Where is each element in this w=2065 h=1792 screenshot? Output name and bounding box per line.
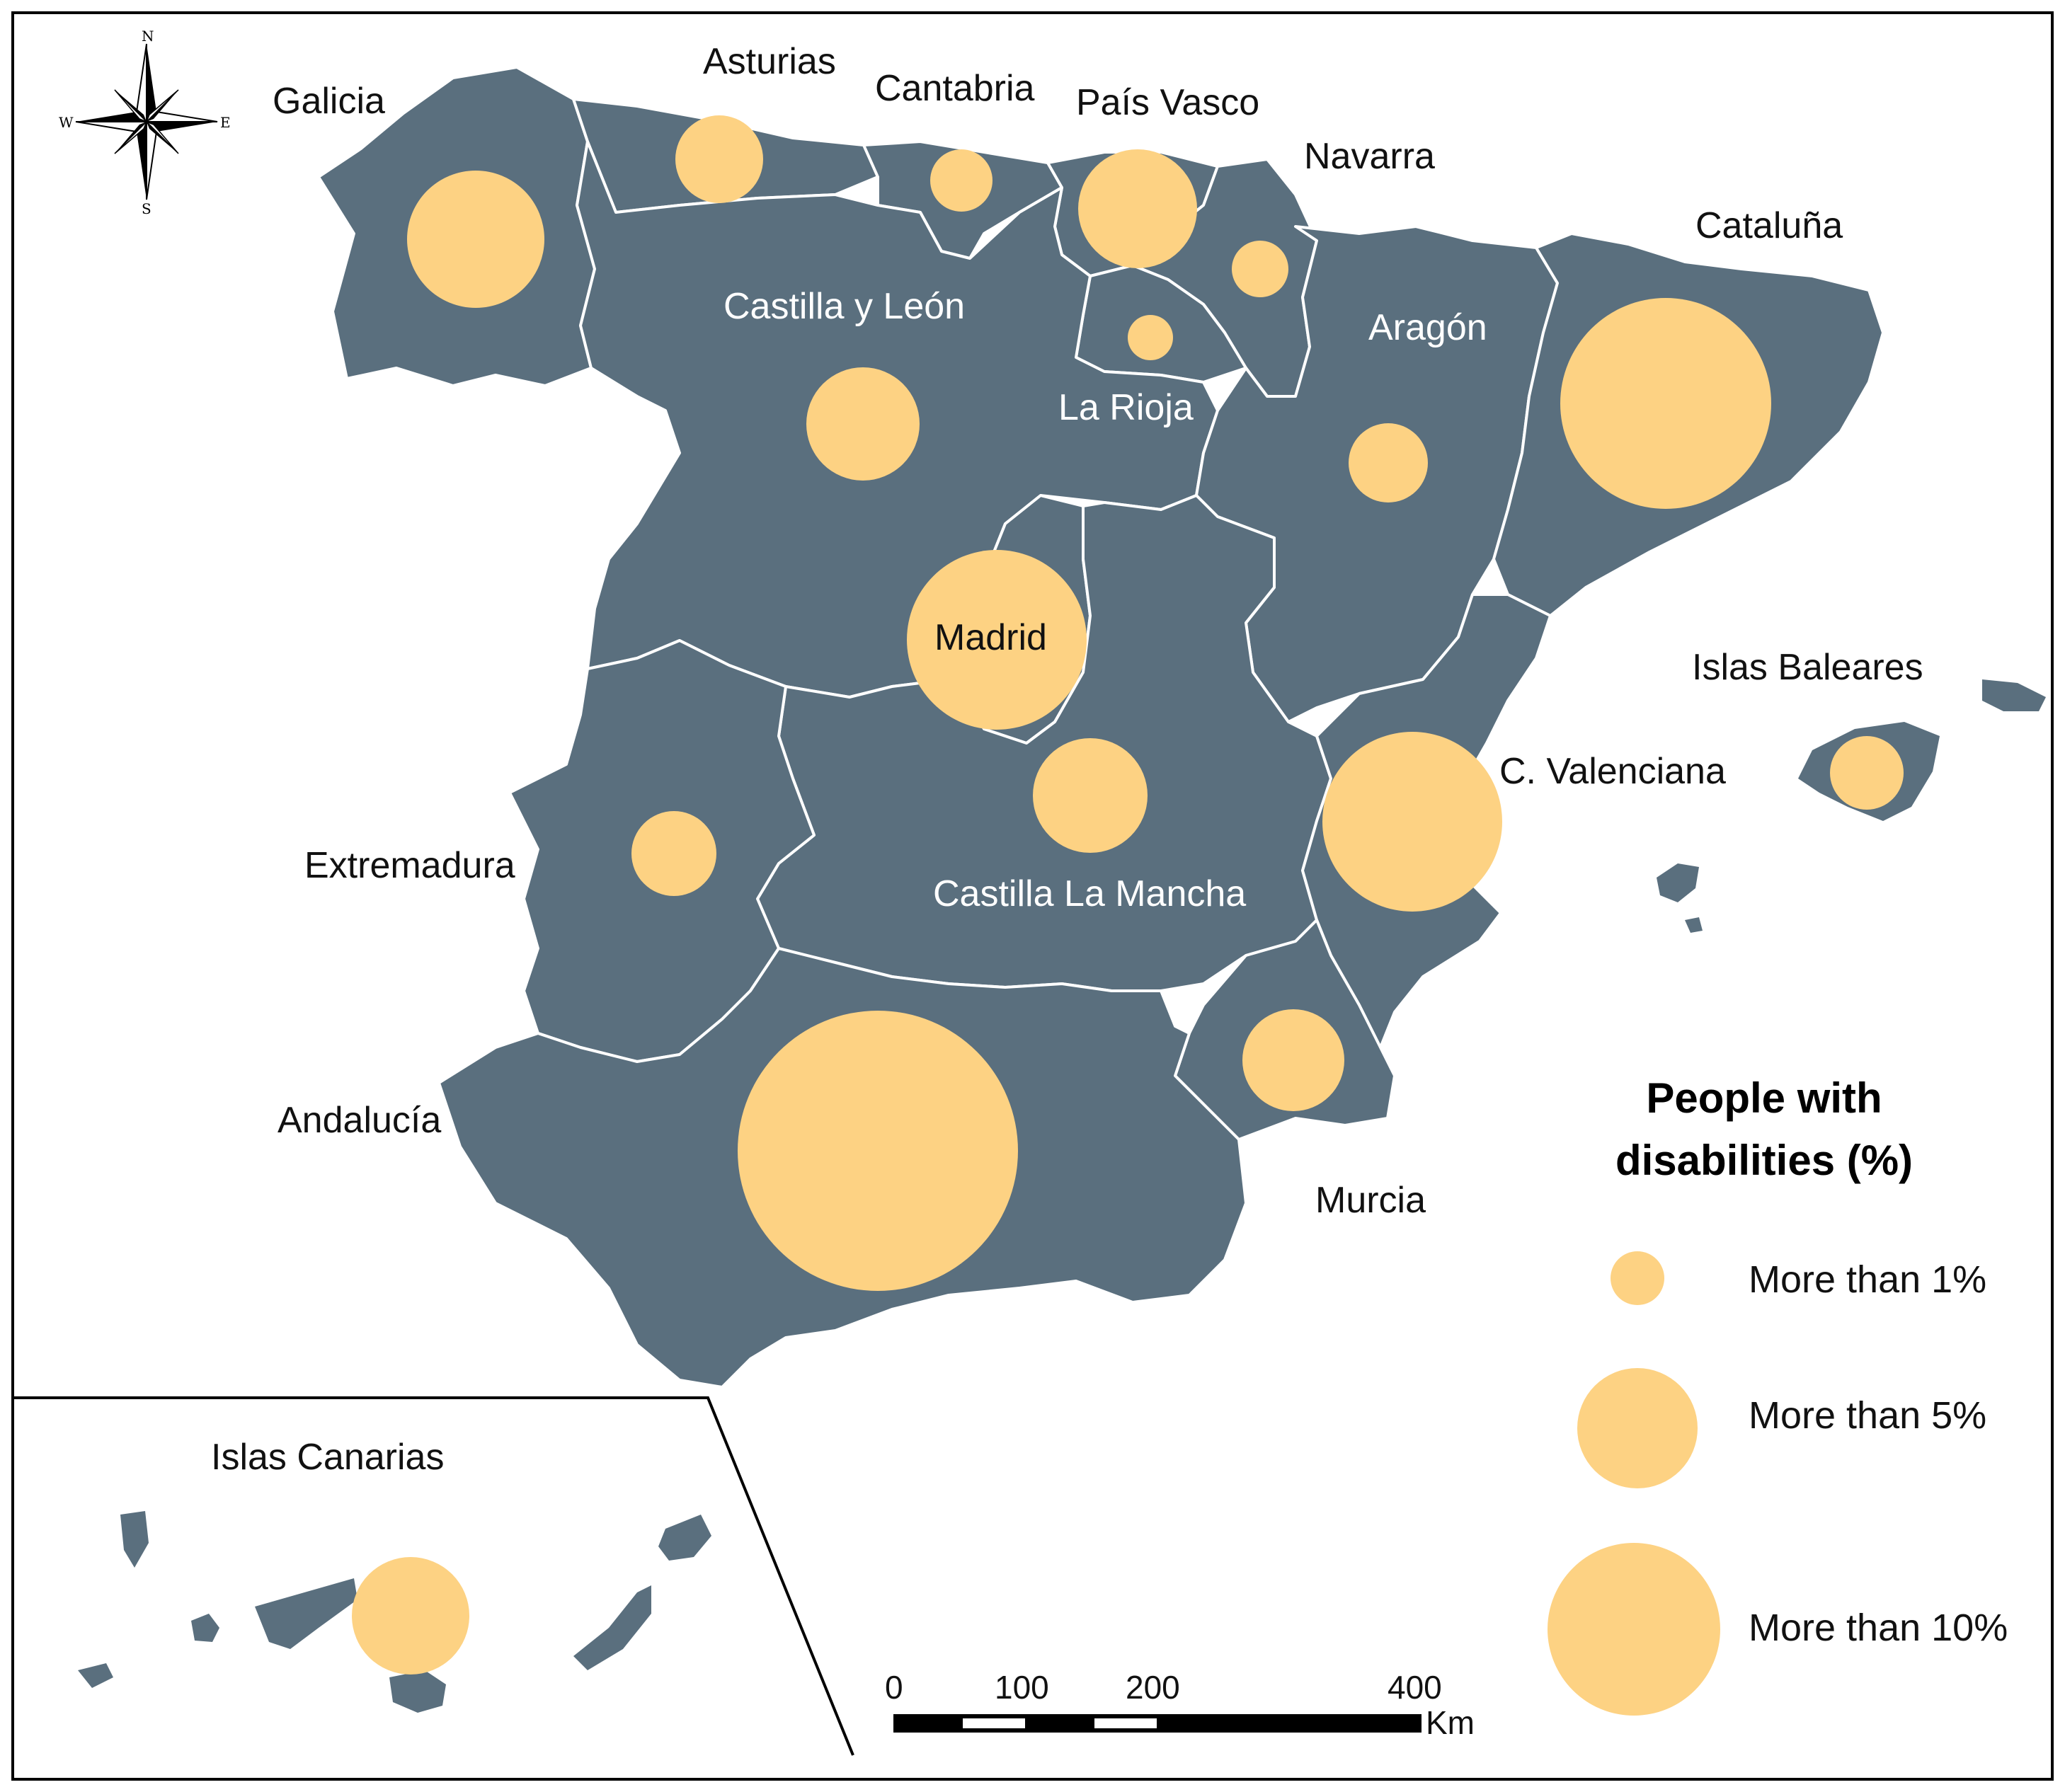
bubble-castilla-la-mancha[interactable] [1033,738,1148,853]
scale-tick-0: 0 [885,1669,903,1706]
label-asturias: Asturias [703,41,836,82]
compass-n-label: N [142,28,154,45]
bubble-la-rioja[interactable] [1128,315,1173,360]
label-islas-baleares: Islas Baleares [1692,647,1923,688]
label-navarra: Navarra [1304,136,1435,177]
bubble-aragon[interactable] [1349,423,1428,502]
legend-label-1pct: More than 1% [1749,1258,1986,1301]
label-castilla-y-leon: Castilla y León [723,286,965,327]
label-madrid: Madrid [934,617,1047,658]
map-frame [11,11,2054,1781]
bubble-pais-vasco[interactable] [1078,149,1197,268]
tenerife-island [255,1578,357,1649]
legend: People with disabilities (%) More than 1… [1548,1074,2008,1716]
label-andalucia: Andalucía [278,1100,441,1141]
scale-tick-400: 400 [1388,1669,1442,1706]
bubble-castilla-y-leon[interactable] [806,367,920,481]
fuerteventura-island [573,1585,651,1670]
bubble-andalucia[interactable] [738,1011,1018,1291]
la-palma-island [120,1511,149,1568]
scale-unit: Km [1426,1704,1475,1741]
compass-north-icon [147,44,156,122]
bubble-c-valenciana[interactable] [1322,732,1502,912]
compass-s-label: S [142,200,151,217]
el-hierro-island [78,1663,113,1688]
bubble-asturias[interactable] [675,115,763,203]
ibiza-island [1657,863,1699,902]
label-c-valenciana: C. Valenciana [1499,751,1726,792]
bubble-cataluna[interactable] [1560,298,1771,509]
legend-symbol-10pct [1548,1543,1720,1716]
compass-e-label: E [220,114,231,131]
scale-tick-100: 100 [995,1669,1049,1706]
label-pais-vasco: País Vasco [1076,82,1259,123]
region-labels: Galicia Asturias Cantabria País Vasco Na… [211,41,1923,1478]
label-murcia: Murcia [1315,1180,1426,1221]
legend-title-line2: disabilities (%) [1615,1137,1913,1184]
bubble-cantabria[interactable] [930,149,993,212]
canary-inset [13,1396,854,1756]
bubble-galicia[interactable] [407,171,544,308]
compass-w-label: W [59,114,74,131]
formentera-island [1685,917,1703,933]
regions [317,66,1884,1389]
bubble-islas-canarias[interactable] [352,1557,469,1675]
bubble-navarra[interactable] [1232,241,1288,297]
label-cataluna: Cataluña [1695,205,1843,246]
lanzarote-island [658,1515,711,1561]
label-la-rioja: La Rioja [1058,387,1194,428]
legend-title-line1: People with [1646,1074,1882,1122]
inset-frame [13,1396,854,1756]
scale-tick-200: 200 [1126,1669,1180,1706]
bubble-islas-baleares[interactable] [1830,736,1904,810]
compass-rose: N S E W [59,28,231,217]
legend-label-5pct: More than 5% [1749,1394,1986,1437]
label-extremadura: Extremadura [304,845,515,886]
legend-symbol-5pct [1577,1368,1698,1488]
label-castilla-la-mancha: Castilla La Mancha [933,873,1246,914]
legend-label-10pct: More than 10% [1749,1607,2008,1649]
bubbles [352,115,1904,1675]
bubble-extremadura[interactable] [631,811,716,896]
label-galicia: Galicia [273,81,385,122]
label-cantabria: Cantabria [875,68,1035,109]
scale-bar: 0 100 200 400 Km [885,1669,1475,1741]
bubble-murcia[interactable] [1242,1009,1344,1111]
menorca-island [1982,679,2046,711]
label-islas-canarias: Islas Canarias [211,1437,444,1478]
la-gomera-island [191,1614,219,1642]
label-aragon: Aragón [1368,307,1487,348]
gran-canaria-island [389,1670,446,1713]
bubble-madrid[interactable] [907,550,1087,730]
legend-symbol-1pct [1611,1251,1664,1305]
